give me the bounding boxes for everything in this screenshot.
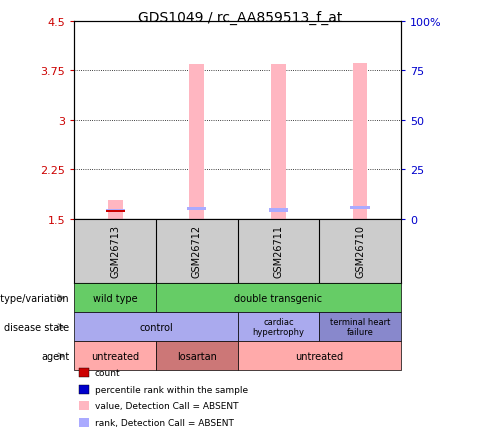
Text: genotype/variation: genotype/variation [0,293,70,303]
Bar [350,206,370,210]
Text: terminal heart
failure: terminal heart failure [330,317,390,337]
Bar [187,207,206,211]
Text: disease state: disease state [4,322,70,332]
Bar [108,201,122,219]
Text: untreated: untreated [295,351,343,361]
Text: rank, Detection Call = ABSENT: rank, Detection Call = ABSENT [95,418,233,427]
Bar [106,210,125,213]
Text: losartan: losartan [177,351,217,361]
Text: untreated: untreated [91,351,139,361]
Text: control: control [139,322,173,332]
Text: GDS1049 / rc_AA859513_f_at: GDS1049 / rc_AA859513_f_at [138,11,342,25]
Text: wild type: wild type [93,293,137,303]
Text: GSM26710: GSM26710 [355,225,365,278]
Text: agent: agent [41,351,70,361]
Bar [353,64,367,219]
Bar [106,211,125,212]
Text: GSM26712: GSM26712 [192,225,202,278]
Text: double transgenic: double transgenic [234,293,323,303]
Text: percentile rank within the sample: percentile rank within the sample [95,385,248,394]
Text: GSM26713: GSM26713 [110,225,120,278]
Bar [269,209,288,212]
Text: value, Detection Call = ABSENT: value, Detection Call = ABSENT [95,401,238,410]
Text: count: count [95,368,120,377]
Text: cardiac
hypertrophy: cardiac hypertrophy [252,317,304,337]
Text: GSM26711: GSM26711 [274,225,283,278]
Bar [271,65,286,219]
Bar [190,65,204,219]
